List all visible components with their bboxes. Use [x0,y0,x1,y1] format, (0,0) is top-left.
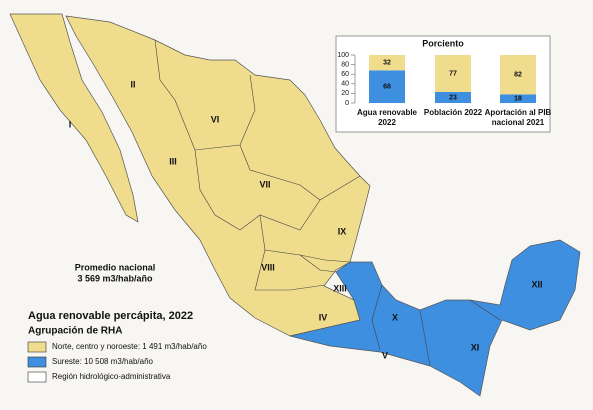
bar-segment [369,70,405,103]
data-label: 23 [449,94,457,101]
legend: Norte, centro y noroeste: 1 491 m3/hab/a… [27,341,207,383]
region-label: III [169,156,177,166]
region-label: VII [259,179,270,189]
data-label: 18 [514,96,522,103]
y-tick-label: 100 [337,52,349,59]
region-label: X [392,312,398,322]
region-borders [154,39,501,367]
data-label: 82 [514,72,522,79]
average-label: Promedio nacional [75,262,156,272]
x-tick-label: Población 2022 [423,108,483,117]
region-label: XI [471,342,480,352]
region-label: II [130,79,135,89]
y-tick-label: 80 [341,61,349,68]
legend-title: Agua renovable percápita, 2022 [28,310,193,322]
region-label: VI [211,114,220,124]
bar-segment [369,55,405,71]
data-label: 77 [449,70,457,77]
y-tick-label: 40 [341,81,349,88]
region-label: VIII [261,262,275,272]
legend-label: Norte, centro y noroeste: 1 491 m3/hab/a… [52,342,207,351]
bar-segment [435,91,471,103]
x-tick-label: Aportación al PIB nacional 2021 [484,108,552,127]
legend-swatch [27,341,47,353]
region-label: XII [531,279,542,289]
average-value: 3 569 m3/hab/año [77,273,153,283]
y-tick-label: 0 [345,100,349,107]
y-tick-label: 20 [341,90,349,97]
region-label: V [382,350,388,360]
southeast-region [289,239,581,397]
bar-segment [435,55,471,92]
legend-subtitle: Agrupación de RHA [28,326,122,337]
region-label: XIII [333,283,347,293]
legend-swatch [27,356,47,368]
region-label: I [69,119,72,129]
inset-chart: Porciento 0 20 40 60 80 100 68 32 23 77 18 82 [335,35,551,133]
chart-title: Porciento [422,38,464,48]
legend-label: Sureste: 10 508 m3/hab/año [52,357,154,366]
data-label: 32 [383,60,391,67]
legend-swatch [27,371,47,383]
data-label: 68 [383,84,391,91]
bar-segment [500,94,536,103]
baja-california [9,13,139,223]
bar-segment [500,55,536,95]
x-tick-label: Agua renovable 2022 [356,108,417,127]
legend-label: Región hidrológico-administrativa [52,372,171,381]
region-label: IX [338,226,347,236]
region-label: IV [319,312,328,322]
y-tick-label: 60 [341,71,349,78]
